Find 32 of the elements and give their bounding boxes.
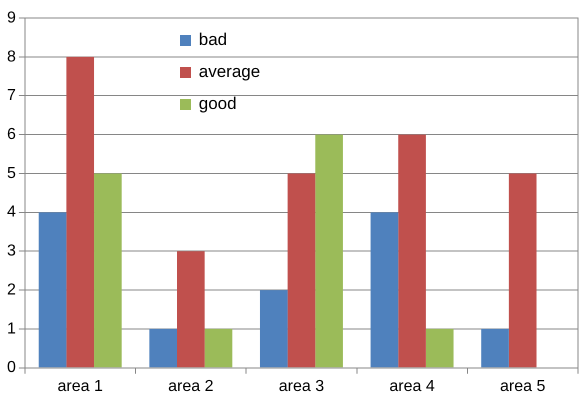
legend-label: bad bbox=[198, 30, 228, 50]
x-tick-label: area 3 bbox=[278, 378, 324, 395]
bar bbox=[288, 173, 316, 368]
bar bbox=[315, 134, 343, 368]
y-tick-label: 7 bbox=[6, 87, 16, 104]
y-tick-label: 3 bbox=[6, 242, 16, 260]
x-tick-label: area 2 bbox=[168, 378, 214, 395]
bar bbox=[481, 328, 509, 368]
bar bbox=[66, 56, 94, 368]
y-tick-label: 8 bbox=[6, 48, 16, 66]
bar bbox=[260, 290, 288, 368]
legend-label: good bbox=[198, 94, 237, 114]
x-tick-label: area 1 bbox=[58, 378, 103, 395]
y-tick-label: 6 bbox=[6, 126, 16, 144]
bar bbox=[398, 134, 426, 368]
bar bbox=[38, 212, 66, 368]
y-tick-label: 0 bbox=[6, 359, 16, 376]
bar bbox=[426, 328, 454, 368]
legend-label: average bbox=[198, 62, 260, 82]
y-tick-label: 4 bbox=[6, 204, 16, 221]
bar bbox=[204, 328, 232, 368]
bar bbox=[149, 328, 177, 368]
x-tick-label: area 5 bbox=[500, 378, 546, 395]
y-tick-label: 9 bbox=[6, 9, 16, 26]
bar bbox=[508, 173, 537, 368]
bar bbox=[94, 173, 122, 368]
y-tick-label: 2 bbox=[6, 281, 16, 298]
y-tick-label: 1 bbox=[6, 320, 16, 338]
y-tick-label: 5 bbox=[6, 164, 16, 182]
bar bbox=[370, 212, 398, 368]
x-tick-label: area 4 bbox=[389, 378, 435, 395]
bar bbox=[177, 251, 205, 368]
